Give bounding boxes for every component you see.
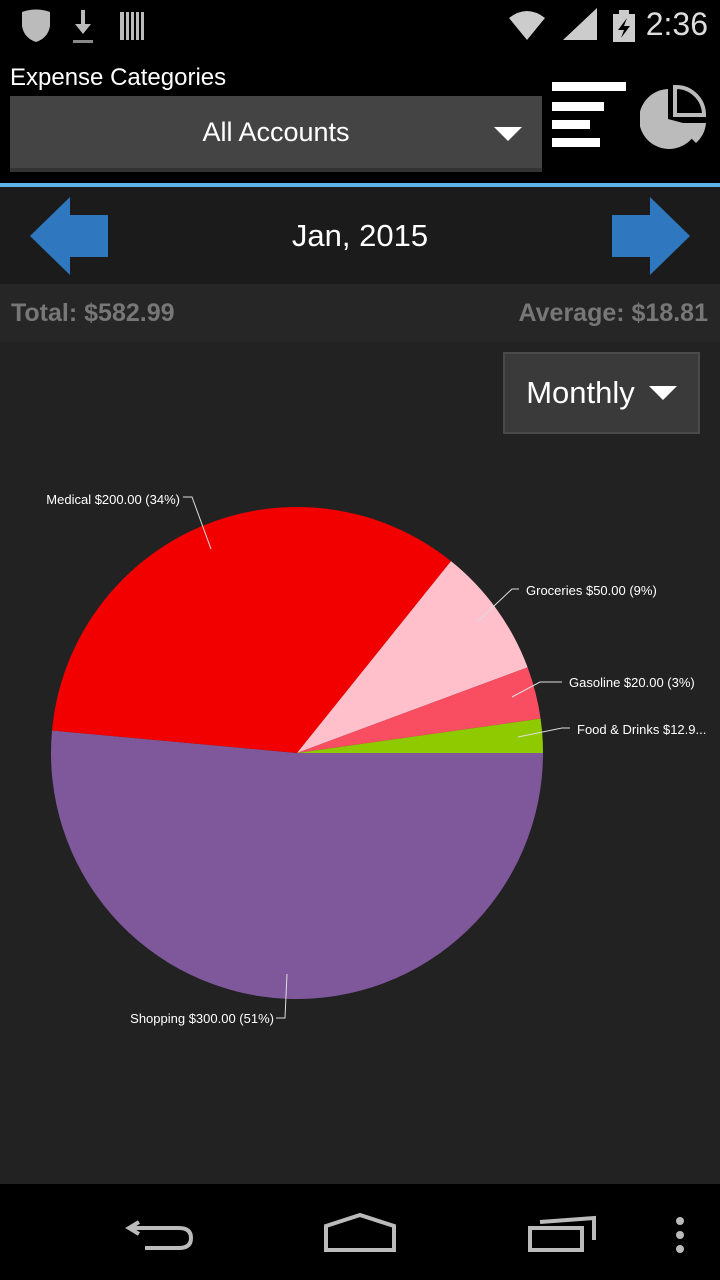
system-icons bbox=[509, 8, 635, 42]
period-label: Jan, 2015 bbox=[291, 218, 429, 253]
next-period-button[interactable] bbox=[610, 195, 690, 277]
header-divider bbox=[0, 183, 720, 187]
leader-line bbox=[476, 588, 519, 623]
download-icon bbox=[73, 10, 93, 43]
dropdown-arrow-icon bbox=[494, 127, 522, 141]
summary-bar: Total: $582.99 Average: $18.81 bbox=[0, 284, 720, 342]
account-selector-value: All Accounts bbox=[202, 116, 350, 147]
pie-slice-medical[interactable] bbox=[52, 507, 451, 753]
overflow-menu-button[interactable] bbox=[672, 1216, 688, 1256]
shield-icon bbox=[22, 9, 50, 42]
slice-label: Food & Drinks $12.9... bbox=[577, 722, 706, 737]
notification-icons bbox=[22, 9, 144, 43]
period-navigation bbox=[0, 187, 720, 284]
battery-charging-icon bbox=[613, 10, 635, 42]
wifi-icon bbox=[509, 11, 545, 40]
average-amount: Average: $18.81 bbox=[518, 299, 708, 327]
leader-line bbox=[276, 973, 288, 1019]
pie-slice-food-drinks[interactable] bbox=[297, 718, 543, 753]
leader-line bbox=[183, 496, 212, 550]
period-type-value: Monthly bbox=[526, 375, 635, 410]
total-amount: Total: $582.99 bbox=[11, 299, 175, 327]
slice-label: Gasoline $20.00 (3%) bbox=[569, 675, 695, 690]
slice-label: Shopping $300.00 (51%) bbox=[130, 1011, 274, 1026]
slice-label: Medical $200.00 (34%) bbox=[46, 492, 180, 507]
dropdown-arrow-icon bbox=[648, 386, 677, 400]
slice-label: Groceries $50.00 (9%) bbox=[526, 583, 657, 598]
recent-apps-button[interactable] bbox=[526, 1214, 600, 1254]
account-selector[interactable]: All Accounts bbox=[10, 96, 542, 172]
period-type-selector[interactable]: Monthly bbox=[503, 352, 700, 434]
leader-line bbox=[511, 681, 562, 698]
status-bar: 2:36 bbox=[0, 0, 720, 56]
previous-period-button[interactable] bbox=[30, 195, 110, 277]
system-navigation-bar bbox=[0, 1184, 720, 1280]
barcode-icon bbox=[120, 12, 144, 40]
clock: 2:36 bbox=[645, 6, 708, 42]
signal-icon bbox=[563, 8, 597, 40]
list-view-icon[interactable] bbox=[552, 82, 627, 148]
pie-slice-shopping[interactable] bbox=[50, 730, 544, 1000]
page-title: Expense Categories bbox=[10, 64, 227, 91]
leader-line bbox=[517, 727, 570, 738]
pie-slice-gasoline[interactable] bbox=[297, 667, 541, 753]
home-button[interactable] bbox=[322, 1212, 398, 1254]
back-button[interactable] bbox=[125, 1214, 195, 1254]
pie-chart-view-icon[interactable] bbox=[640, 85, 710, 151]
pie-slice-groceries[interactable] bbox=[297, 561, 528, 753]
